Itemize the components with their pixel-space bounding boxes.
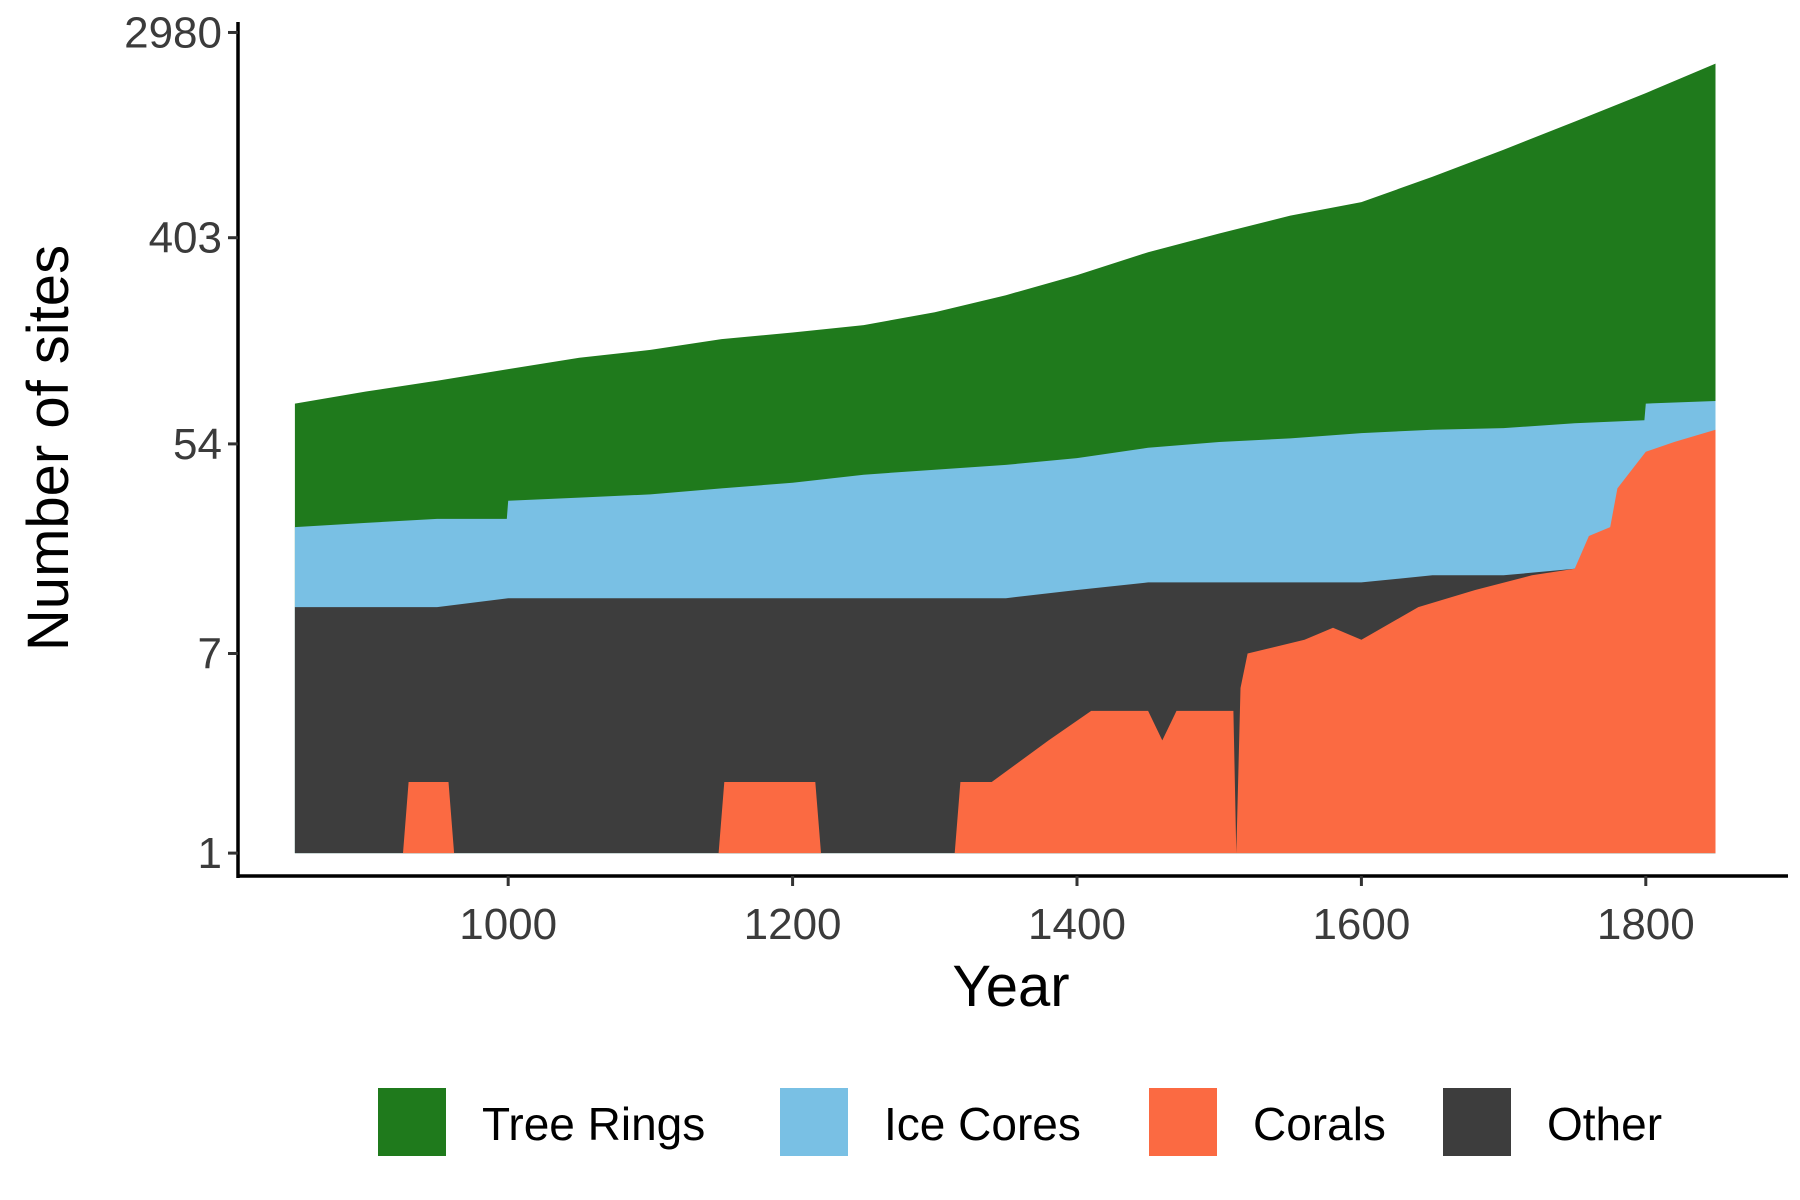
legend-item-corals: Corals — [1149, 1088, 1386, 1156]
x-tick-label: 1800 — [1597, 900, 1695, 949]
y-tick-label: 1 — [198, 829, 222, 878]
y-tick-label: 403 — [149, 214, 222, 263]
legend-label: Other — [1547, 1098, 1662, 1150]
legend-label: Tree Rings — [482, 1098, 705, 1150]
legend-swatch — [1443, 1088, 1511, 1156]
legend-item-ice-cores: Ice Cores — [780, 1088, 1081, 1156]
legend-item-tree-rings: Tree Rings — [378, 1088, 705, 1156]
x-tick-label: 1200 — [744, 900, 842, 949]
x-axis-ticks: 1000 1200 1400 1600 1800 — [459, 876, 1695, 949]
x-tick-label: 1600 — [1312, 900, 1410, 949]
plot-area: 1 7 54 403 2980 1000 1200 1400 1600 1800 — [124, 8, 1788, 949]
legend: Tree Rings Ice Cores Corals Other — [378, 1088, 1662, 1156]
y-tick-label: 7 — [198, 629, 222, 678]
y-axis-ticks: 1 7 54 403 2980 — [124, 8, 238, 878]
area-layer — [294, 63, 1716, 854]
x-tick-label: 1400 — [1028, 900, 1126, 949]
area-corals — [294, 429, 1716, 854]
y-tick-label: 2980 — [124, 8, 222, 57]
legend-swatch — [378, 1088, 446, 1156]
legend-item-other: Other — [1443, 1088, 1662, 1156]
y-tick-label: 54 — [173, 420, 222, 469]
x-tick-label: 1000 — [459, 900, 557, 949]
legend-label: Corals — [1253, 1098, 1386, 1150]
legend-label: Ice Cores — [884, 1098, 1081, 1150]
x-axis-title: Year — [952, 954, 1069, 1019]
legend-swatch — [1149, 1088, 1217, 1156]
y-axis-title: Number of sites — [16, 245, 81, 651]
legend-swatch — [780, 1088, 848, 1156]
